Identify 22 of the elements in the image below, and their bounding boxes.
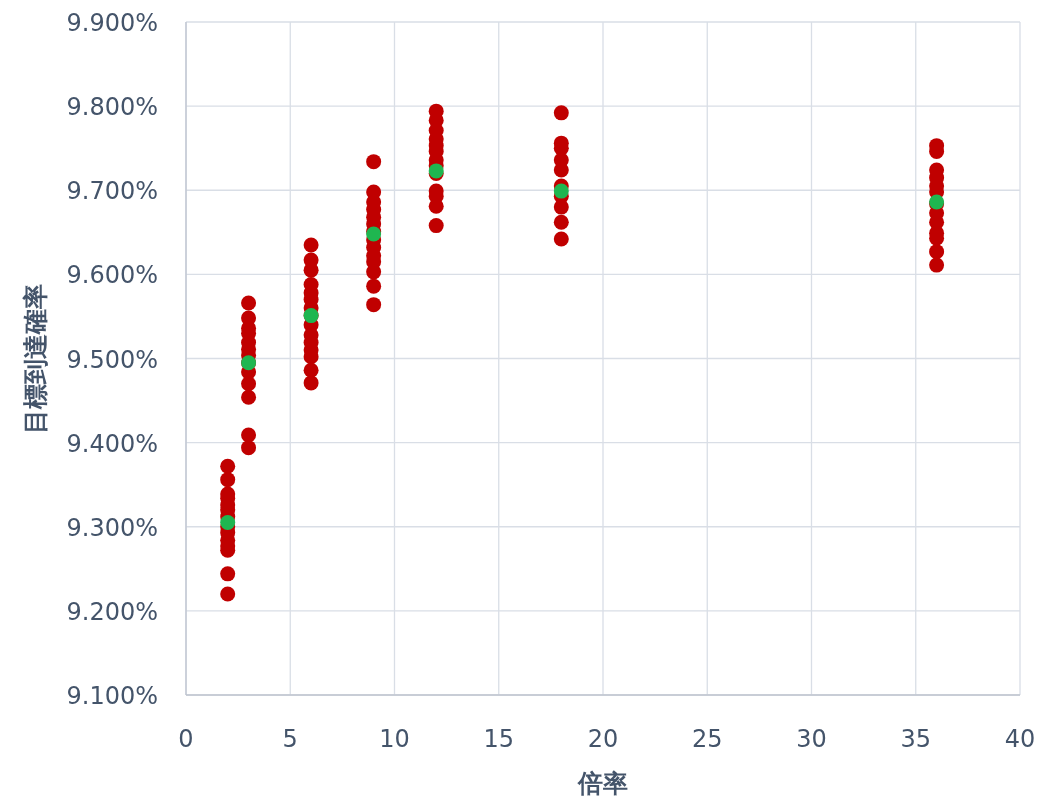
x-tick-label: 5 bbox=[282, 725, 298, 753]
x-tick-label: 15 bbox=[483, 725, 515, 753]
y-tick-label: 9.900% bbox=[66, 9, 158, 37]
x-tick-label: 10 bbox=[379, 725, 410, 753]
y-tick-label: 9.100% bbox=[66, 682, 158, 710]
point bbox=[553, 183, 569, 199]
y-tick-label: 9.800% bbox=[66, 93, 158, 122]
y-tick-label: 9.600% bbox=[66, 261, 158, 290]
y-tick-label: 9.400% bbox=[66, 429, 158, 458]
x-tick-label: 30 bbox=[796, 725, 827, 753]
x-tick-label: 40 bbox=[1004, 725, 1036, 753]
y-tick-label: 9.200% bbox=[66, 597, 158, 626]
y-tick-label: 9.500% bbox=[66, 345, 158, 374]
point bbox=[220, 515, 236, 531]
x-tick-label: 0 bbox=[178, 725, 194, 753]
y-axis-title: 目標到達確率 bbox=[21, 283, 50, 434]
y-tick-label: 9.700% bbox=[66, 177, 158, 206]
x-axis-title: 倍率 bbox=[577, 769, 628, 798]
x-tick-label: 20 bbox=[587, 725, 619, 753]
x-tick-label: 25 bbox=[691, 725, 723, 753]
y-tick-label: 9.300% bbox=[66, 513, 158, 542]
x-tick-label: 35 bbox=[900, 725, 932, 753]
